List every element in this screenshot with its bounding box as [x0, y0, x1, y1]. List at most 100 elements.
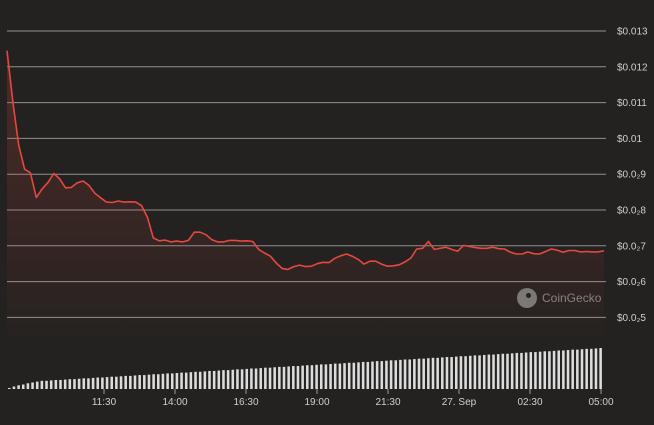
volume-bar — [389, 360, 393, 389]
volume-bar — [245, 368, 249, 389]
volume-bar — [441, 357, 444, 389]
volume-bar — [408, 359, 411, 389]
volume-bar — [250, 368, 253, 389]
volume-bar — [138, 375, 141, 389]
volume-bar — [143, 375, 146, 389]
volume-bar — [333, 363, 337, 389]
volume-bar — [529, 352, 533, 389]
volume-bar — [170, 373, 174, 389]
volume-bar — [403, 359, 407, 389]
volume-bar — [287, 366, 290, 389]
volume-bar — [194, 371, 197, 389]
volume-bar — [352, 362, 356, 389]
y-tick-label: $0.0₂8 — [617, 206, 646, 217]
volume-bar — [264, 367, 267, 389]
volume-bar — [217, 370, 221, 389]
volume-bar — [548, 351, 551, 389]
x-tick-label: 16:30 — [233, 397, 258, 408]
volume-bar — [105, 377, 109, 389]
volume-bar — [133, 375, 137, 389]
volume-bar — [59, 379, 62, 389]
price-area — [7, 50, 604, 336]
volume-bar — [436, 357, 439, 389]
volume-bar — [77, 378, 81, 389]
volume-bar — [455, 356, 458, 389]
volume-bar — [212, 370, 216, 389]
volume-bar — [8, 388, 11, 389]
volume-bar — [110, 376, 113, 389]
price-line — [6, 50, 605, 271]
volume-bar — [534, 352, 537, 389]
y-tick-label: $0.0₂7 — [617, 241, 646, 252]
volume-bars — [8, 348, 602, 389]
volume-bar — [459, 356, 463, 389]
volume-bar — [375, 361, 379, 389]
x-tick-label: 14:00 — [162, 397, 187, 408]
volume-bar — [40, 380, 44, 389]
volume-bar — [385, 360, 388, 389]
volume-bar — [231, 369, 235, 389]
volume-bar — [510, 353, 514, 389]
y-tick-label: $0.012 — [617, 62, 648, 73]
volume-bar — [343, 363, 346, 389]
volume-bar — [515, 352, 519, 389]
volume-bar — [278, 366, 281, 389]
volume-bar — [35, 381, 39, 389]
volume-bar — [26, 383, 30, 389]
volume-bar — [543, 351, 547, 389]
volume-bar — [147, 374, 151, 389]
volume-bar — [473, 355, 477, 389]
volume-bar — [445, 357, 449, 389]
volume-bar — [91, 377, 95, 389]
volume-bar — [599, 348, 602, 389]
volume-bar — [371, 361, 374, 389]
volume-bar — [571, 349, 574, 389]
volume-bar — [576, 349, 579, 389]
volume-bar — [501, 353, 505, 389]
volume-bar — [82, 378, 86, 389]
volume-bar — [226, 370, 230, 389]
volume-bar — [324, 364, 328, 389]
volume-bar — [152, 374, 155, 389]
volume-bar — [306, 365, 309, 389]
volume-bar — [590, 348, 593, 389]
volume-bar — [580, 349, 584, 389]
volume-bar — [292, 366, 295, 389]
volume-bar — [203, 371, 207, 389]
y-tick-label: $0.0₂6 — [617, 277, 646, 288]
volume-bar — [329, 363, 332, 389]
volume-bar — [478, 355, 481, 389]
volume-bar — [54, 379, 58, 389]
coingecko-watermark: CoinGecko — [517, 288, 601, 308]
volume-bar — [487, 354, 491, 389]
volume-bar — [161, 373, 165, 389]
x-tick-label: 05:00 — [588, 397, 613, 408]
volume-bar — [538, 351, 542, 389]
volume-bar — [431, 357, 435, 389]
coingecko-logo-icon — [517, 288, 537, 308]
y-tick-label: $0.0₂9 — [617, 170, 646, 181]
volume-bar — [417, 358, 421, 389]
volume-bar — [96, 377, 100, 389]
x-axis: 11:30 14:00 16:30 19:00 21:30 27. Sep 02:30 05:… — [92, 389, 614, 408]
volume-bar — [464, 356, 467, 389]
volume-bar — [240, 369, 244, 389]
volume-bar — [301, 365, 304, 389]
volume-bar — [310, 365, 314, 389]
volume-bar — [319, 364, 323, 389]
volume-bar — [68, 379, 72, 389]
volume-bar — [31, 382, 34, 389]
volume-bar — [189, 372, 193, 389]
y-tick-label: $0.011 — [617, 98, 647, 109]
x-tick-label: 19:00 — [304, 397, 329, 408]
volume-bar — [49, 380, 53, 389]
volume-bar — [236, 369, 239, 389]
volume-bar — [184, 372, 188, 389]
volume-bar — [492, 354, 495, 389]
volume-bar — [101, 377, 104, 389]
volume-bar — [496, 354, 500, 389]
volume-bar — [45, 380, 48, 389]
volume-bar — [347, 362, 351, 389]
y-axis: $0.013 $0.012 $0.011 $0.01 $0.0₂9 $0.0₂8 $0.0₂… — [617, 27, 648, 324]
